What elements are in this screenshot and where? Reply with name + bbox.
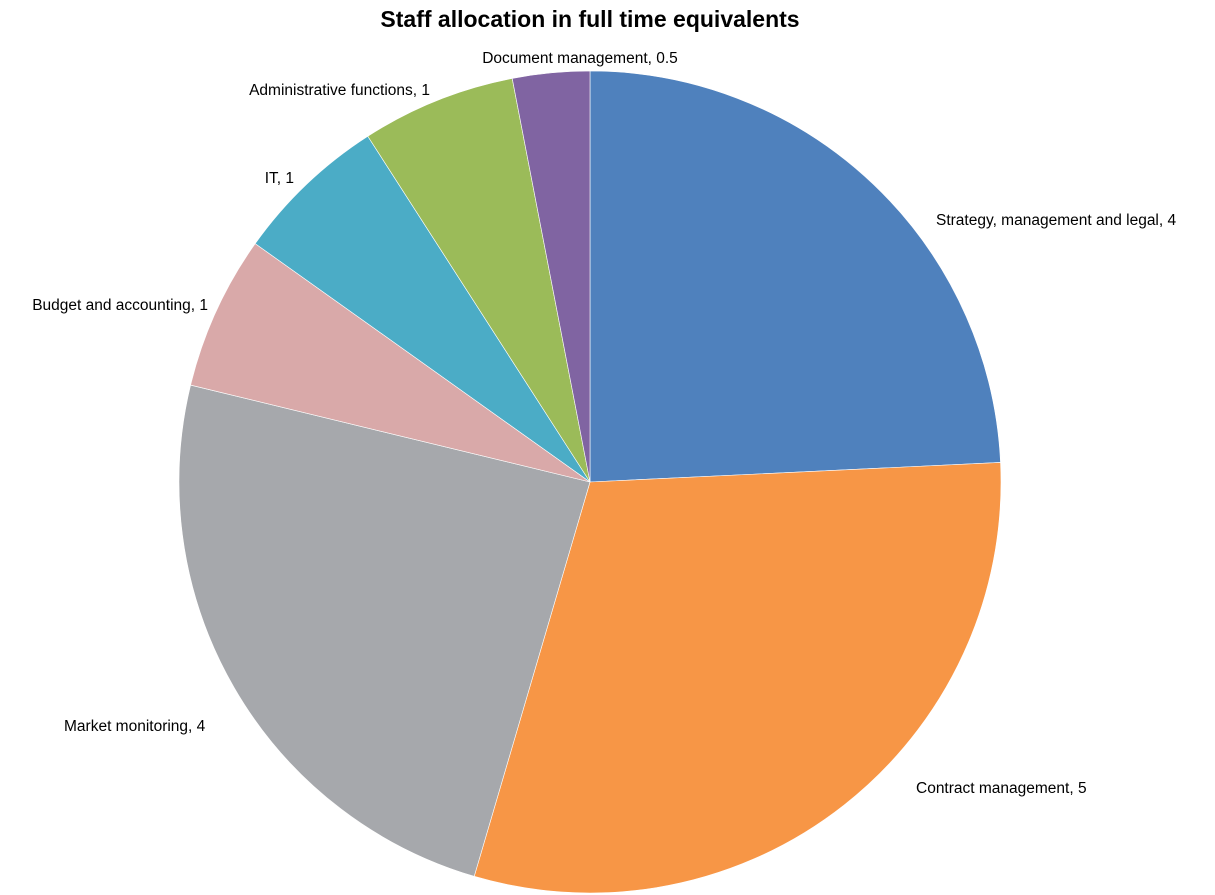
slice-label-strategy-management-and-legal: Strategy, management and legal, 4 [936,212,1176,229]
slice-label-contract-management: Contract management, 5 [916,780,1087,797]
pie-slice-strategy-management-and-legal [589,70,1001,483]
pie-slices [178,70,1002,894]
pie-slice-it [254,135,591,483]
slice-label-it: IT, 1 [265,170,294,187]
pie-slice-budget-and-accounting [190,243,591,483]
pie-slice-contract-management [473,462,1002,894]
slice-label-market-monitoring: Market monitoring, 4 [64,718,206,735]
pie-slice-administrative-functions [367,78,591,483]
pie-slice-market-monitoring [178,384,591,877]
slice-label-document-management: Document management, 0.5 [482,50,678,67]
slice-labels: Strategy, management and legal, 4 Contrac… [32,50,1176,797]
chart-title: Staff allocation in full time equivalent… [380,6,799,32]
pie-slice-document-management [511,70,591,483]
slice-label-administrative-functions: Administrative functions, 1 [249,82,430,99]
slice-label-budget-and-accounting: Budget and accounting, 1 [32,297,208,314]
